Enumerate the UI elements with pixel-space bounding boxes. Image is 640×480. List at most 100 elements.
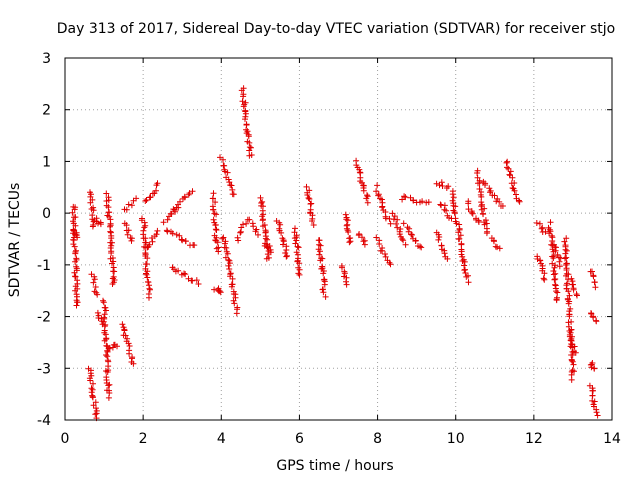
data-point — [435, 236, 442, 243]
data-point — [191, 242, 198, 249]
data-point — [373, 188, 380, 195]
data-point — [294, 243, 301, 250]
data-point — [144, 255, 151, 262]
y-tick-label: -1 — [37, 258, 51, 274]
data-point — [320, 276, 327, 283]
data-point — [110, 268, 117, 275]
data-point — [565, 271, 572, 278]
data-point — [124, 231, 131, 238]
data-point — [437, 201, 444, 208]
data-point — [379, 204, 386, 211]
data-point — [93, 405, 99, 412]
data-point — [234, 234, 241, 241]
data-point — [478, 193, 485, 200]
data-point — [295, 244, 302, 251]
y-tick-label: 2 — [42, 103, 51, 119]
data-point — [143, 197, 150, 203]
data-point — [592, 284, 599, 291]
data-point — [410, 197, 417, 204]
data-point — [71, 206, 78, 213]
data-point — [107, 228, 114, 235]
data-point — [569, 352, 576, 358]
data-point — [240, 93, 247, 100]
data-point — [304, 192, 311, 198]
data-point — [90, 207, 97, 214]
data-point — [317, 248, 323, 255]
data-point — [496, 198, 503, 205]
data-point — [571, 343, 578, 350]
data-point — [266, 243, 273, 249]
data-point — [182, 238, 189, 245]
data-point — [243, 220, 250, 227]
x-tick-label: 14 — [603, 431, 621, 447]
data-point — [515, 197, 522, 204]
data-point — [173, 204, 180, 211]
data-point — [509, 174, 516, 181]
data-point — [143, 261, 150, 267]
data-point — [91, 276, 98, 283]
data-point — [504, 158, 511, 165]
data-point — [394, 224, 401, 231]
data-point — [105, 345, 112, 352]
data-point — [210, 206, 217, 213]
data-point — [71, 243, 78, 250]
data-point — [594, 412, 601, 419]
data-point — [376, 241, 383, 247]
data-point — [568, 341, 575, 347]
data-point — [128, 237, 135, 244]
data-point — [103, 190, 110, 197]
data-point — [229, 275, 236, 282]
data-point — [462, 270, 469, 276]
data-point — [378, 196, 385, 203]
data-point — [481, 205, 488, 212]
data-point — [356, 166, 363, 173]
data-point — [293, 237, 300, 244]
data-point — [181, 193, 188, 200]
data-point — [242, 116, 248, 123]
data-point — [541, 276, 548, 283]
data-point — [295, 270, 302, 277]
data-point — [92, 284, 99, 290]
data-point — [550, 271, 557, 278]
data-point — [548, 232, 555, 239]
data-point — [74, 234, 81, 241]
data-point — [551, 264, 558, 271]
data-point — [225, 176, 232, 183]
data-point — [566, 328, 573, 334]
data-point — [125, 340, 132, 347]
data-point — [408, 231, 415, 238]
x-tick-label: 4 — [217, 431, 226, 447]
data-point — [237, 229, 244, 236]
data-point — [278, 229, 285, 236]
data-point — [565, 300, 572, 307]
data-point — [220, 234, 227, 241]
data-point — [246, 139, 253, 146]
data-point — [153, 231, 160, 238]
data-point — [317, 242, 324, 249]
data-point — [179, 237, 186, 244]
data-point — [303, 183, 310, 190]
data-point — [168, 211, 175, 217]
data-point — [103, 352, 109, 358]
data-point — [147, 194, 154, 201]
x-tick-label: 12 — [525, 431, 543, 447]
data-point — [230, 297, 237, 304]
data-point — [360, 187, 367, 194]
y-tick-label: 3 — [42, 51, 51, 67]
data-point — [345, 229, 352, 235]
data-point — [589, 392, 596, 399]
data-point — [146, 294, 152, 301]
data-point — [401, 193, 408, 200]
data-point — [126, 350, 133, 357]
data-point — [97, 221, 104, 228]
data-point — [89, 394, 96, 401]
data-point — [397, 226, 404, 232]
data-point — [361, 241, 368, 248]
data-point — [104, 353, 111, 360]
data-point — [590, 273, 597, 280]
y-tick-label: -2 — [37, 310, 51, 326]
data-point — [107, 255, 114, 262]
data-point — [320, 289, 327, 296]
data-point — [393, 220, 400, 227]
data-point — [73, 247, 79, 254]
